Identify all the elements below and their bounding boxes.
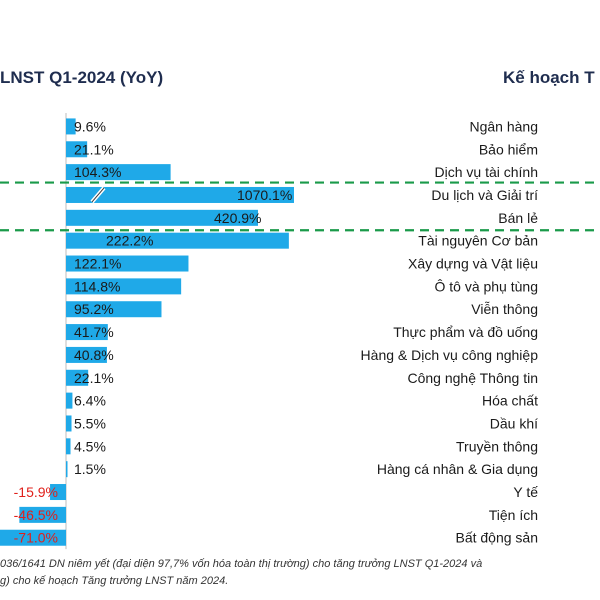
bar [66, 324, 108, 341]
category-label: Dịch vụ tài chính [435, 164, 539, 180]
category-label: Bảo hiểm [479, 141, 538, 157]
category-label: Hàng cá nhân & Gia dụng [377, 461, 538, 477]
bar [66, 392, 73, 409]
data-label: -71.0% [14, 530, 58, 546]
footnote-line-1: 036/1641 DN niêm yết (đại diện 97,7% vốn… [0, 558, 483, 570]
category-label: Hàng & Dịch vụ công nghiệp [361, 347, 539, 363]
category-label: Tiện ích [489, 507, 538, 523]
bar [0, 529, 66, 546]
data-label: 420.9% [214, 210, 261, 226]
category-label: Viễn thông [471, 301, 538, 317]
category-label: Xây dựng và Vật liệu [408, 256, 538, 272]
bar [66, 415, 72, 432]
bar [50, 484, 66, 501]
category-label: Ngân hàng [469, 118, 538, 134]
category-label: Bất động sản [455, 530, 538, 546]
bar [66, 141, 88, 158]
bar [66, 164, 171, 181]
data-label: 114.8% [74, 278, 120, 294]
category-label: Tài nguyên Cơ bản [418, 233, 538, 249]
category-label: Công nghệ Thông tin [407, 370, 538, 386]
data-label: 21.1% [74, 141, 114, 157]
data-label: 95.2% [74, 301, 114, 317]
bar [66, 438, 71, 455]
axis-break-mark-outline [91, 187, 105, 203]
data-label: 104.3% [74, 164, 121, 180]
data-label: 9.6% [74, 118, 106, 134]
category-label: Thực phẩm và đồ uống [393, 324, 538, 340]
bar [66, 232, 289, 249]
data-label: 5.5% [74, 415, 106, 431]
bar [66, 461, 68, 478]
left-chart-title: LNST Q1-2024 (YoY) [0, 68, 164, 87]
data-label: -15.9% [14, 484, 58, 500]
right-chart-title: Kế hoạch T [503, 68, 595, 87]
category-label: Du lịch và Giải trí [431, 187, 538, 203]
data-label: -46.5% [14, 507, 58, 523]
data-label: 1070.1% [237, 187, 292, 203]
bar [66, 186, 294, 203]
data-label: 41.7% [74, 324, 114, 340]
category-label: Hóa chất [482, 393, 538, 409]
data-label: 122.1% [74, 256, 121, 272]
bar [66, 278, 182, 295]
data-label: 22.1% [74, 370, 114, 386]
category-label: Ô tô và phụ tùng [434, 278, 538, 294]
category-label: Y tế [513, 484, 538, 500]
bar [66, 118, 76, 135]
bar [66, 255, 189, 272]
footnote-line-2: g) cho kế hoạch Tăng trưởng LNST năm 202… [0, 575, 229, 587]
bar [66, 301, 162, 318]
bar [66, 346, 107, 363]
data-label: 4.5% [74, 438, 106, 454]
category-label: Dầu khí [490, 415, 538, 431]
data-label: 40.8% [74, 347, 114, 363]
data-label: 6.4% [74, 393, 106, 409]
bar [66, 369, 89, 386]
data-label: 222.2% [106, 233, 153, 249]
bar [19, 506, 66, 523]
data-label: 1.5% [74, 461, 106, 477]
category-label: Bán lẻ [498, 210, 538, 226]
bar [66, 209, 258, 226]
category-label: Truyền thông [456, 438, 538, 454]
